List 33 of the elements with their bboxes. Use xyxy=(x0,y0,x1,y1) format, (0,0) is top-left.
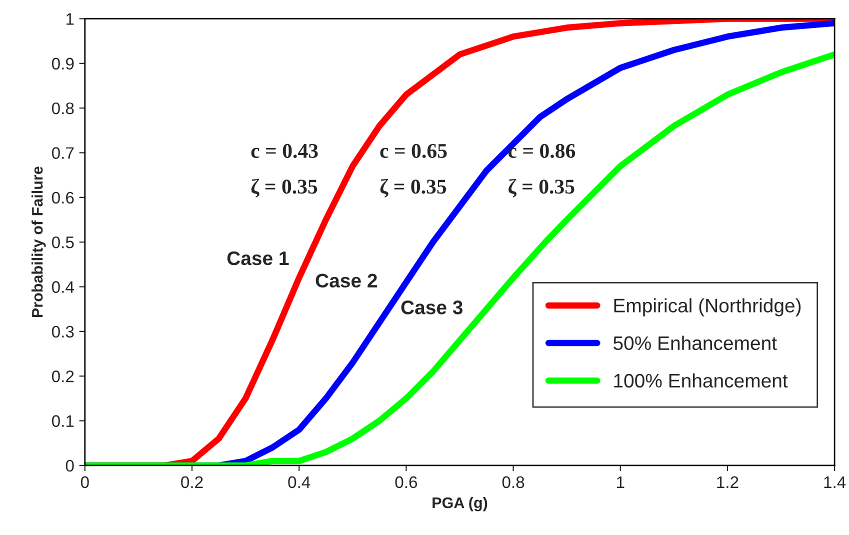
x-tick-label: 0.4 xyxy=(288,476,310,488)
legend-label: 100% Enhancement xyxy=(614,373,788,388)
annotation: c = 0.86 xyxy=(508,144,576,158)
x-tick-label: 0.2 xyxy=(181,476,203,488)
y-axis-title: Probability of Failure xyxy=(32,166,46,318)
annotation: c = 0.43 xyxy=(251,144,318,158)
x-tick-label: 1 xyxy=(617,476,624,488)
x-tick-label: 0.6 xyxy=(395,476,418,488)
annotation: ζ = 0.35 xyxy=(251,178,318,198)
x-tick-label: 0.8 xyxy=(502,476,524,488)
y-tick-label: 0.9 xyxy=(52,58,74,70)
y-tick-label: 0.5 xyxy=(52,236,74,248)
annotation: Case 1 xyxy=(227,251,289,266)
x-tick-label: 0 xyxy=(80,476,89,488)
y-tick-label: 0.4 xyxy=(52,281,74,293)
y-tick-label: 0.3 xyxy=(52,326,74,338)
y-tick-label: 0 xyxy=(66,460,74,472)
legend-label: 50% Enhancement xyxy=(613,336,777,350)
x-tick-label: 1.4 xyxy=(824,476,846,488)
y-tick-label: 0.8 xyxy=(52,102,74,114)
y-tick-label: 1 xyxy=(66,13,74,25)
y-tick-label: 0.2 xyxy=(52,370,74,382)
annotation: Case 2 xyxy=(316,274,377,288)
y-tick-label: 0.1 xyxy=(52,415,74,427)
x-tick-label: 1.2 xyxy=(717,476,738,488)
annotation: c = 0.65 xyxy=(380,144,447,158)
annotation: Case 3 xyxy=(401,300,463,314)
annotation: ζ = 0.35 xyxy=(380,178,446,198)
annotation: ζ = 0.35 xyxy=(508,178,574,198)
y-tick-label: 0.7 xyxy=(52,147,74,159)
legend-label: Empirical (Northridge) xyxy=(614,298,801,316)
x-axis-title: PGA (g) xyxy=(432,496,488,512)
y-tick-label: 0.6 xyxy=(52,192,74,204)
